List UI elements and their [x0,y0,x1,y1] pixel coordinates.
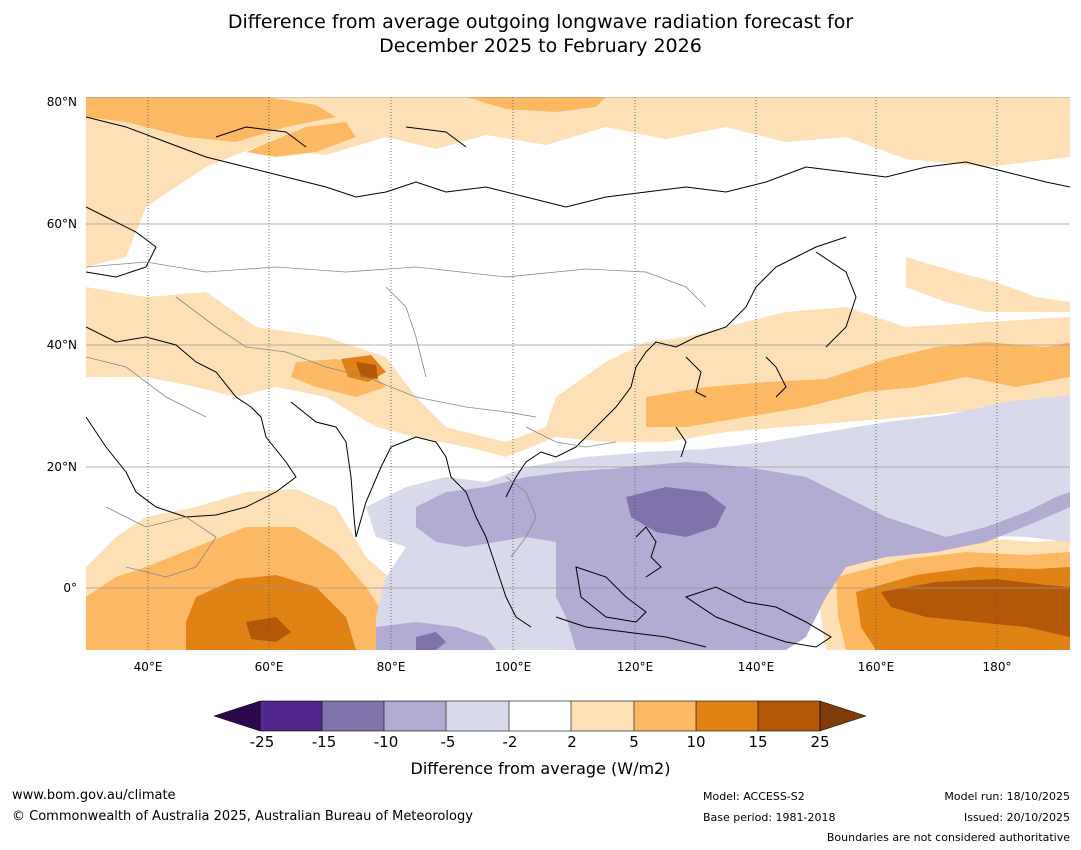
coastlines [86,116,1070,648]
lat-label-80n: 80°N [46,95,77,109]
lon-label-80e: 80°E [376,660,406,674]
colorbar-label: Difference from average (W/m2) [410,759,671,778]
colorbar-bin-3 [384,701,446,731]
copyright-text: © Commonwealth of Australia 2025, Austra… [12,809,473,824]
lat-label-40n: 40°N [46,338,77,352]
model-name: Model: ACCESS-S2 [703,790,805,803]
colorbar-tick: -2 [502,733,518,751]
colorbar-tick: -15 [311,733,337,751]
base-period: Base period: 1981-2018 [703,811,836,824]
colorbar-bin-5 [509,701,571,731]
lon-label-100e: 100°E [494,660,532,674]
country-borders [86,261,707,578]
colorbar-bin-8 [696,701,758,731]
longitude-gridlines [147,97,998,650]
boundaries-disclaimer: Boundaries are not considered authoritat… [826,831,1070,844]
title-line-2: December 2025 to February 2026 [379,35,702,57]
colorbar-bin-2 [322,701,384,731]
colorbar-tick: 15 [748,733,768,751]
lon-label-40e: 40°E [133,660,163,674]
colorbar-below-min [214,700,261,732]
colorbar-tick: -5 [440,733,456,751]
colorbar-bin-6 [571,701,634,731]
colorbar-tick: -10 [373,733,399,751]
lat-label-20n: 20°N [46,460,77,474]
colorbar-bin-7 [634,701,696,731]
lon-label-180: 180° [982,660,1012,674]
map-title: Difference from average outgoing longwav… [0,10,1081,58]
colorbar-bin-9 [758,701,820,731]
anomaly-neg15-to-neg10-fill [416,487,726,650]
colorbar-tick: 5 [629,733,639,751]
anomaly-15-to-25-fill [246,362,1070,642]
colorbar-tick: 25 [810,733,830,751]
title-line-1: Difference from average outgoing longwav… [227,11,854,33]
latitude-gridlines [86,97,1070,589]
map-canvas [86,97,1070,650]
lon-label-60e: 60°E [254,660,284,674]
lon-label-140e: 140°E [737,660,775,674]
issued-date: Issued: 20/10/2025 [963,811,1070,824]
colorbar [214,700,866,732]
colorbar-above-max [819,700,866,732]
colorbar-bin-1 [260,701,322,731]
colorbar-tick: -25 [249,733,275,751]
colorbar-tick: 10 [686,733,706,751]
colorbar-dividers [259,700,821,732]
model-run-date: Model run: 18/10/2025 [944,790,1070,803]
lon-label-160e: 160°E [857,660,895,674]
website-link[interactable]: www.bom.gov.au/climate [12,788,176,803]
lat-label-0: 0° [63,581,77,595]
colorbar-tick: 2 [567,733,577,751]
lat-label-60n: 60°N [46,217,77,231]
olr-anomaly-map [86,97,1070,650]
lon-label-120e: 120°E [616,660,654,674]
colorbar-bin-4 [446,701,509,731]
